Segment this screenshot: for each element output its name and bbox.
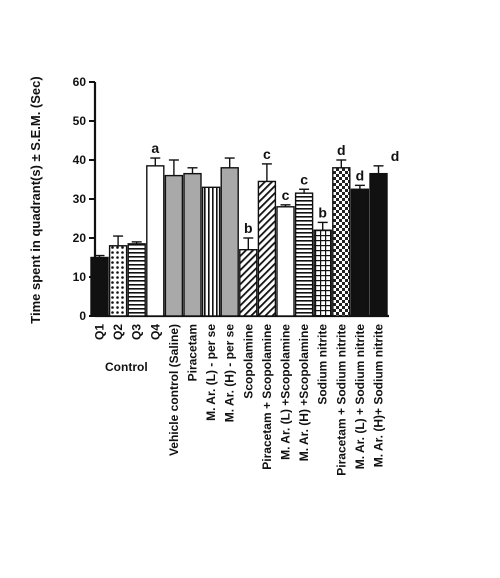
x-tick-label: Q3: [130, 324, 144, 340]
significance-label: a: [151, 140, 159, 156]
bar: [108, 245, 128, 317]
y-axis-title: Time spent in quadrant(s) ± S.E.M. (Sec): [28, 76, 43, 323]
x-tick-label: M. Ar. (L) - per se: [204, 324, 218, 421]
x-tick-label: M. Ar. (H) - per se: [223, 324, 237, 423]
bar: [313, 229, 332, 317]
x-tick-label: M. Ar. (H) +Scopolamine: [297, 324, 311, 462]
significance-label: b: [318, 204, 327, 220]
y-axis-title-group: Time spent in quadrant(s) ± S.E.M. (Sec): [28, 76, 43, 323]
bar: [332, 167, 351, 317]
category-labels: Q1 Q2 Q3 Q4 Vehicle control (Saline) Piraceta…: [93, 324, 386, 476]
significance-label: d: [356, 167, 365, 183]
bar: [183, 172, 202, 317]
x-tick-label: Sodium nitrite: [316, 324, 330, 405]
y-tick-label: 30: [73, 192, 87, 206]
y-tick-label: 0: [79, 309, 86, 323]
y-tick-label: 20: [73, 231, 87, 245]
y-tick-label: 40: [73, 153, 87, 167]
x-tick-label: Q2: [111, 324, 125, 340]
x-tick-label: M. Ar. (L) +Scopolamine: [279, 324, 293, 460]
bar: [127, 243, 146, 317]
bar: [276, 206, 295, 317]
y-tick-label: 10: [73, 270, 87, 284]
x-tick-label: Q1: [93, 324, 107, 340]
x-tick-label: M. Ar. (L) + Sodium nitrite: [353, 324, 367, 470]
bar: [350, 188, 370, 317]
bar: [90, 256, 109, 317]
bar: [257, 180, 277, 317]
group-label-control: Control: [105, 360, 148, 374]
x-tick-label: Vehicle control (Saline): [167, 324, 181, 456]
x-tick-label: Piracetam + Scopolamine: [260, 324, 274, 470]
bar: [164, 174, 184, 317]
significance-label: c: [282, 187, 290, 203]
y-tick-label: 60: [73, 75, 87, 89]
x-tick-label: Piracetam + Sodium nitrite: [334, 324, 348, 476]
bar: [369, 172, 388, 317]
significance-label: d: [337, 142, 346, 158]
bar: [294, 192, 314, 317]
significance-label: d: [391, 148, 400, 164]
bar: [146, 165, 165, 317]
x-tick-label: Scopolamine: [241, 324, 255, 399]
bar: [239, 248, 258, 317]
significance-label: c: [263, 146, 271, 162]
x-tick-label: Q4: [148, 324, 162, 340]
bar: [201, 186, 221, 317]
bar: [220, 167, 239, 317]
y-tick-label: 50: [73, 114, 87, 128]
significance-label: b: [244, 220, 253, 236]
x-tick-label: Piracetam: [186, 324, 200, 381]
significance-label: c: [300, 171, 308, 187]
x-tick-label: M. Ar. (H)+ Sodium nitrite: [372, 324, 386, 468]
